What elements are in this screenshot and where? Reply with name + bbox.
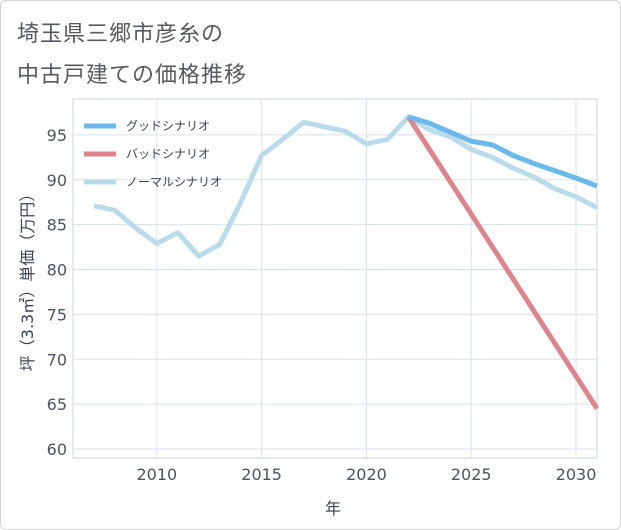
legend-label-good: グッドシナリオ <box>126 119 210 133</box>
series-line-bad <box>406 115 600 410</box>
y-tick-label-80: 80 <box>47 261 67 280</box>
y-axis-title: 坪（3.3㎡）単価（万円） <box>18 186 37 371</box>
y-tick-label-70: 70 <box>47 350 67 369</box>
series-line-good <box>407 114 598 189</box>
chart-title-line-2: 中古戸建ての価格推移 <box>17 63 248 88</box>
x-axis-title: 年 <box>325 499 341 518</box>
x-tick-label-2020: 2020 <box>346 465 387 484</box>
legend-label-normal: ノーマルシナリオ <box>126 175 222 189</box>
x-tick-label-2010: 2010 <box>136 465 177 484</box>
y-tick-label-60: 60 <box>47 440 67 459</box>
plot-area <box>72 98 598 459</box>
y-tick-label-65: 65 <box>47 395 67 414</box>
y-tick-label-95: 95 <box>47 126 67 145</box>
y-tick-label-85: 85 <box>47 216 67 235</box>
x-tick-label-2015: 2015 <box>241 465 282 484</box>
legend-label-bad: バッドシナリオ <box>126 147 210 161</box>
chart-title-line-1: 埼玉県三郷市彦糸の <box>17 22 225 47</box>
x-tick-label-2030: 2030 <box>556 465 597 484</box>
y-tick-label-90: 90 <box>47 171 67 190</box>
series-line-normal <box>93 114 599 259</box>
y-tick-label-75: 75 <box>47 305 67 324</box>
x-tick-label-2025: 2025 <box>451 465 492 484</box>
